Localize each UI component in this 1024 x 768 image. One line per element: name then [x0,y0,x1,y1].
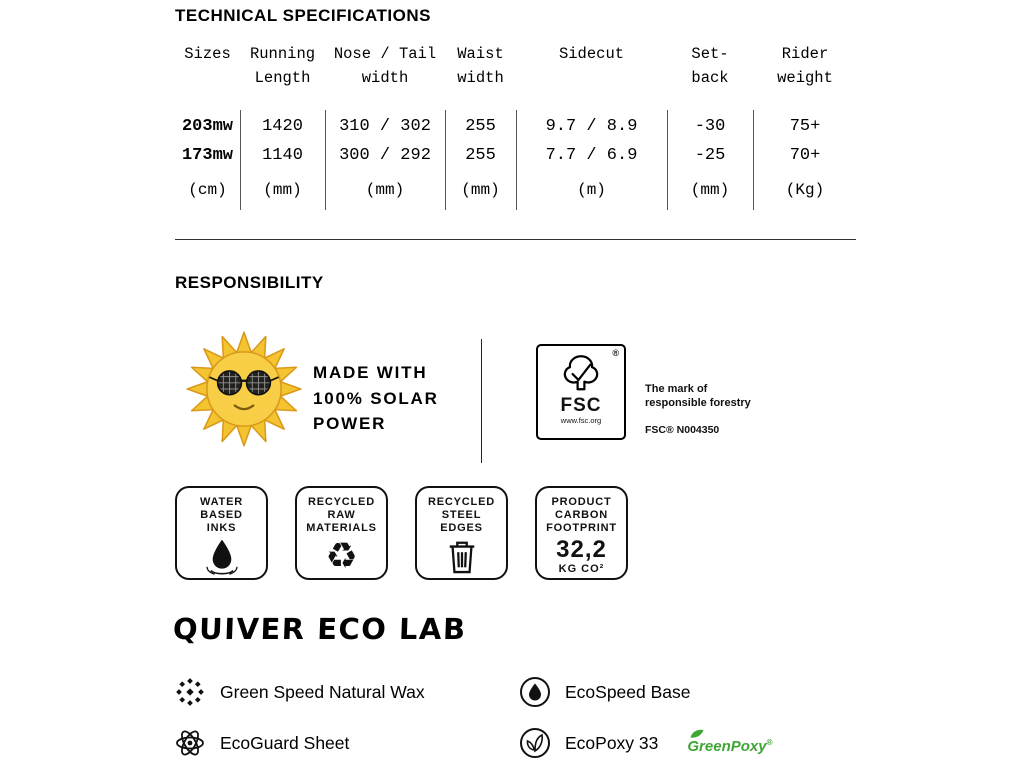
badge-label: PRODUCT CARBON FOOTPRINT [546,496,617,534]
col-header-running-length: Running Length [249,45,316,87]
table-divider [753,110,754,210]
spec-row-173mw: 173mw 1140 300 / 292 255 7.7 / 6.9 -25 7… [175,141,857,170]
eco-lab-item-label: EcoGuard Sheet [220,732,350,753]
eco-lab-item-label: EcoSpeed Base [565,681,691,702]
fsc-label: FSC [560,395,602,416]
table-divider [667,110,668,210]
running-length-value: 1140 [262,146,303,165]
col-header-sidecut: Sidecut [558,45,625,63]
fsc-url: www.fsc.org [560,416,602,425]
responsibility-title: RESPONSIBILITY [175,273,324,292]
leaf-icon [520,728,550,758]
unit-rider-weight: (Kg) [785,181,825,199]
waist-value: 255 [465,146,496,165]
badge-label: RECYCLED STEEL EDGES [428,496,495,534]
greenpoxy-leaf-icon [690,729,704,738]
sidecut-value: 7.7 / 6.9 [545,146,638,165]
badge-recycled-raw-materials: RECYCLED RAW MATERIALS ♻ [295,486,388,580]
rider-weight-value: 75+ [789,117,821,136]
size-value: 173mw [181,146,233,165]
quiver-eco-lab-title: QUIVER ECO LAB [172,612,468,646]
unit-waist: (mm) [461,181,500,199]
col-header-nose-tail-width: Nose / Tail width [333,45,437,87]
size-value: 203mw [181,117,233,136]
unit-setback: (mm) [690,181,730,199]
rider-weight-value: 70+ [789,146,821,165]
setback-value: -25 [694,146,726,165]
carbon-footprint-value: 32,2 [556,536,607,563]
table-divider [325,110,326,210]
eco-lab-item-label: Green Speed Natural Wax [220,681,425,702]
unit-nose-tail: (mm) [365,181,405,199]
badge-carbon-footprint: PRODUCT CARBON FOOTPRINT 32,2 KG CO² [535,486,628,580]
col-header-setback: Set- back [691,45,729,87]
eco-lab-item-ecospeed: EcoSpeed Base [518,673,691,711]
eco-lab-item-ecopoxy: EcoPoxy 33 GreenPoxy® [518,724,773,762]
water-drop-icon [205,539,238,575]
greenpoxy-name: GreenPoxy [687,738,767,755]
col-header-rider-weight: Rider weight [777,45,833,87]
spec-row-203mw: 203mw 1420 310 / 302 255 9.7 / 8.9 -30 7… [175,112,857,141]
table-divider [445,110,446,210]
badge-water-based-inks: WATER BASED INKS [175,486,268,580]
recycle-icon: ♻ [325,536,358,577]
greenpoxy-logo: GreenPoxy® [687,729,773,756]
unit-sidecut: (m) [577,181,606,199]
eco-lab-item-wax: Green Speed Natural Wax [173,673,425,711]
sidecut-value: 9.7 / 8.9 [545,117,638,136]
unit-running-length: (mm) [263,181,302,199]
fsc-tree-icon [563,355,599,391]
badge-label: WATER BASED INKS [200,496,243,534]
fsc-license-number: FSC® N004350 [645,424,720,436]
vertical-divider [481,339,482,463]
eco-lab-item-ecoguard: EcoGuard Sheet [173,724,349,762]
eco-lab-item-label: EcoPoxy 33 [565,732,659,753]
trash-can-icon [449,541,474,574]
setback-value: -30 [694,117,726,136]
fsc-logo: ® FSC www.fsc.org [536,344,626,440]
atom-icon [176,730,204,756]
section-divider [175,239,856,240]
nose-tail-value: 300 / 292 [339,146,431,165]
base-drop-icon [520,677,550,707]
waist-value: 255 [465,117,496,136]
running-length-value: 1420 [262,117,303,136]
nose-tail-value: 310 / 302 [339,117,431,136]
table-divider [240,110,241,210]
spec-table: Sizes Running Length Nose / Tail width W… [175,42,857,210]
unit-sizes: (cm) [188,181,227,199]
table-divider [516,110,517,210]
fsc-caption: The mark of responsible forestry FSC® N0… [645,382,775,436]
tech-specs-title: TECHNICAL SPECIFICATIONS [175,6,431,25]
eco-badges: WATER BASED INKS RECYCLED RAW MATERIALS … [175,486,628,580]
spec-header-row: Sizes Running Length Nose / Tail width W… [175,42,857,90]
greenpoxy-text: GreenPoxy® [687,738,772,755]
greenpoxy-registered: ® [766,738,773,747]
fsc-mark-text: The mark of responsible forestry [645,383,751,409]
wax-crystal-icon [176,678,204,706]
col-header-sizes: Sizes [184,45,231,63]
registered-mark: ® [612,348,619,358]
badge-label: RECYCLED RAW MATERIALS [306,496,377,534]
badge-recycled-steel-edges: RECYCLED STEEL EDGES [415,486,508,580]
spec-units-row: (cm) (mm) (mm) (mm) (m) (mm) (Kg) [175,178,857,202]
sun-solar-power-icon [186,331,302,447]
col-header-waist-width: Waist width [457,45,504,87]
carbon-footprint-unit: KG CO² [558,563,605,575]
made-with-solar-power-text: MADE WITH 100% SOLAR POWER [313,363,439,433]
